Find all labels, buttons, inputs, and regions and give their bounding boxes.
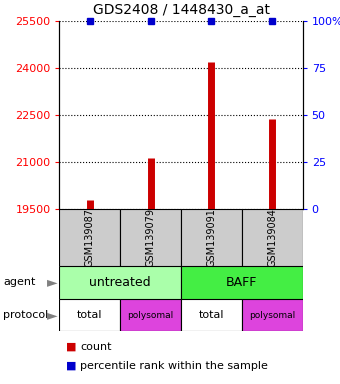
Bar <box>181 266 303 299</box>
Text: untreated: untreated <box>89 276 151 289</box>
Text: ►: ► <box>47 308 58 322</box>
Bar <box>59 209 120 266</box>
Bar <box>181 209 242 266</box>
Bar <box>181 299 242 331</box>
Text: ■: ■ <box>66 342 77 352</box>
Text: GSM139079: GSM139079 <box>146 208 156 267</box>
Text: polysomal: polysomal <box>128 311 174 319</box>
Text: GSM139087: GSM139087 <box>85 208 95 267</box>
Text: count: count <box>80 342 112 352</box>
Text: polysomal: polysomal <box>249 311 295 319</box>
Bar <box>59 266 181 299</box>
Text: total: total <box>77 310 103 320</box>
Text: GSM139084: GSM139084 <box>267 208 277 267</box>
Bar <box>59 299 120 331</box>
Text: BAFF: BAFF <box>226 276 257 289</box>
Bar <box>120 209 181 266</box>
Title: GDS2408 / 1448430_a_at: GDS2408 / 1448430_a_at <box>92 3 270 17</box>
Text: percentile rank within the sample: percentile rank within the sample <box>80 361 268 371</box>
Bar <box>242 299 303 331</box>
Text: ■: ■ <box>66 361 77 371</box>
Text: protocol: protocol <box>3 310 49 320</box>
Text: agent: agent <box>3 277 36 288</box>
Bar <box>242 209 303 266</box>
Text: ►: ► <box>47 275 58 290</box>
Text: total: total <box>199 310 224 320</box>
Bar <box>120 299 181 331</box>
Text: GSM139091: GSM139091 <box>206 208 217 267</box>
